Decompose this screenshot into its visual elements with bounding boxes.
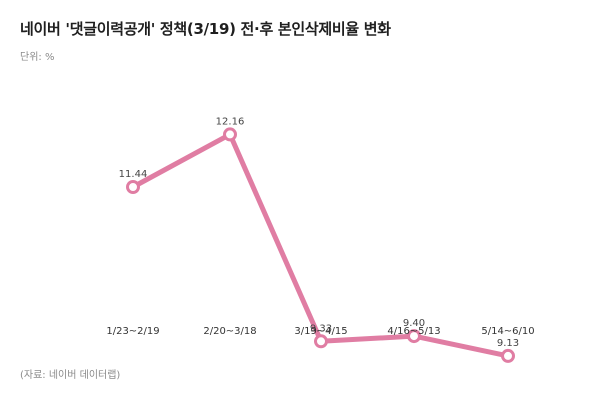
chart-title: 네이버 '댓글이력공개' 정책(3/19) 전·후 본인삭제비율 변화 — [20, 20, 391, 38]
data-point — [314, 334, 328, 349]
x-tick-label: 4/16~5/13 — [387, 326, 440, 337]
data-label: 9.13 — [497, 338, 519, 349]
data-point — [407, 329, 421, 344]
data-point — [126, 180, 140, 194]
unit-label: 단위: % — [20, 52, 55, 63]
data-label: 9.33 — [310, 323, 332, 334]
x-tick-label: 1/23~2/19 — [106, 326, 159, 337]
x-tick-label: 2/20~3/18 — [203, 326, 256, 337]
data-point — [501, 348, 515, 363]
x-tick-label: 3/19~4/15 — [294, 326, 347, 337]
data-label: 12.16 — [216, 116, 245, 127]
x-tick-label: 5/14~6/10 — [481, 326, 534, 337]
data-point — [223, 127, 237, 142]
data-label: 9.40 — [403, 318, 425, 329]
data-label: 11.44 — [119, 169, 148, 180]
source-note: (자료: 네이버 데이터랩) — [20, 370, 121, 381]
